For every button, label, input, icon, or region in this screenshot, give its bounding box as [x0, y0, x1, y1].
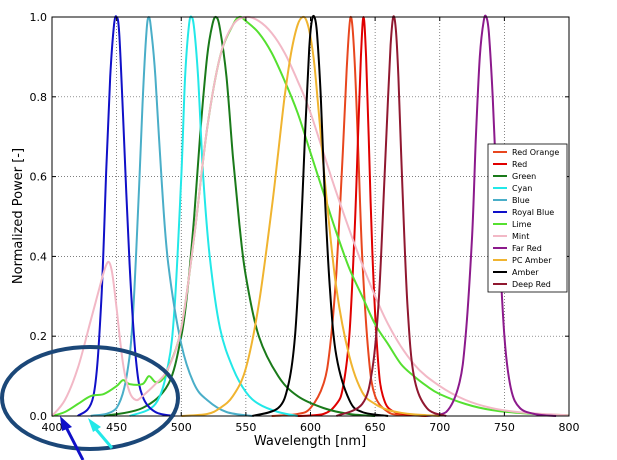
- legend-label: Amber: [512, 268, 539, 277]
- legend-label: PC Amber: [512, 256, 552, 265]
- ticks: 400 450 500 550 600 650 700 750 800 0.0 0.2 0.4 0.6 0…: [30, 11, 580, 434]
- y-tick-label: 0.0: [30, 410, 48, 423]
- series-line-pc-amber: [181, 15, 440, 417]
- grid: [52, 17, 569, 416]
- blue-arrow-head: [60, 416, 72, 431]
- x-tick-label: 650: [365, 421, 386, 434]
- y-axis-label: Normalized Power [-]: [11, 148, 26, 284]
- x-axis-label: Wavelength [nm]: [254, 434, 366, 449]
- y-tick-label: 0.8: [30, 91, 48, 104]
- series-line-blue: [90, 15, 253, 417]
- series-line-red: [297, 15, 427, 417]
- legend-label: Royal Blue: [512, 208, 554, 217]
- legend-label: Far Red: [512, 244, 542, 253]
- cyan-arrow-shaft: [93, 427, 114, 449]
- blue-arrow-shaft: [64, 426, 85, 460]
- x-tick-label: 550: [235, 421, 256, 434]
- x-tick-label: 800: [559, 421, 580, 434]
- legend-label: Deep Red: [512, 280, 551, 289]
- x-tick-label: 700: [429, 421, 450, 434]
- legend: Red Orange Red Green Cyan Blue Royal Blue Lime…: [487, 143, 568, 293]
- legend-label: Red Orange: [512, 148, 559, 157]
- y-tick-label: 1.0: [30, 11, 48, 24]
- annotation: [0, 345, 180, 460]
- legend-label: Cyan: [512, 184, 532, 193]
- legend-label: Red: [512, 160, 527, 169]
- highlight-ellipse: [0, 345, 180, 451]
- series-line-green: [103, 15, 376, 417]
- y-tick-label: 0.2: [30, 330, 48, 343]
- legend-label: Green: [512, 172, 536, 181]
- cyan-arrow-head: [88, 418, 101, 432]
- legend-label: Lime: [512, 220, 531, 229]
- y-tick-label: 0.4: [30, 250, 48, 263]
- x-tick-label: 600: [300, 421, 321, 434]
- x-tick-label: 450: [106, 421, 127, 434]
- x-tick-label: 500: [171, 421, 192, 434]
- legend-box: [487, 143, 568, 293]
- y-tick-label: 0.6: [30, 171, 48, 184]
- x-tick-label: 750: [494, 421, 515, 434]
- legend-label: Blue: [512, 196, 530, 205]
- x-tick-label: 400: [42, 421, 63, 434]
- legend-label: Mint: [512, 232, 529, 241]
